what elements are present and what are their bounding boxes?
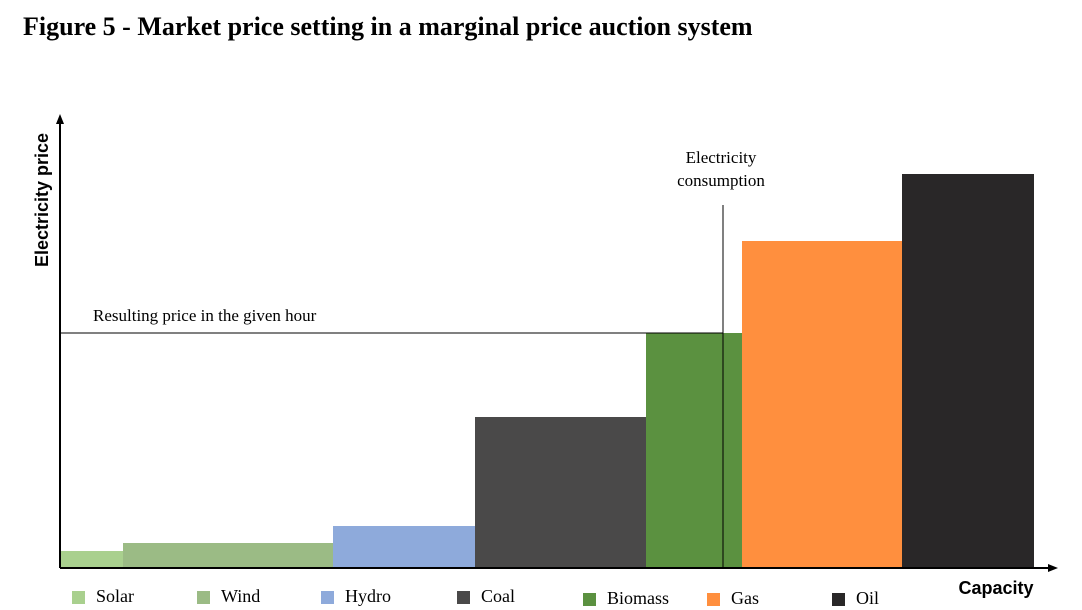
legend-swatch-biomass (583, 593, 596, 606)
annotations-group: Resulting price in the given hour Electr… (60, 148, 765, 568)
legend-label-oil: Oil (856, 588, 879, 608)
axes-group: Electricity price Capacity (32, 114, 1058, 598)
legend-item-hydro: Hydro (321, 586, 391, 606)
consumption-label-line1: Electricity (686, 148, 757, 167)
bars-group (60, 174, 1034, 568)
bar-gas (742, 241, 902, 568)
legend-swatch-gas (707, 593, 720, 606)
legend-label-coal: Coal (481, 586, 515, 606)
legend-item-oil: Oil (832, 588, 879, 608)
bar-solar (60, 551, 123, 568)
legend-swatch-coal (457, 591, 470, 604)
bar-biomass (646, 333, 742, 568)
legend-swatch-oil (832, 593, 845, 606)
bar-coal (475, 417, 646, 568)
consumption-label-line2: consumption (677, 171, 765, 190)
legend-label-biomass: Biomass (607, 588, 669, 608)
figure-title: Figure 5 - Market price setting in a mar… (23, 12, 753, 41)
legend: Solar Wind Hydro Coal Biomass Gas Oil (72, 586, 879, 608)
x-axis-arrow (1048, 564, 1058, 572)
legend-label-gas: Gas (731, 588, 759, 608)
legend-label-wind: Wind (221, 586, 260, 606)
legend-swatch-hydro (321, 591, 334, 604)
legend-item-coal: Coal (457, 586, 515, 606)
x-axis-label: Capacity (958, 578, 1033, 598)
legend-item-wind: Wind (197, 586, 260, 606)
resulting-price-label: Resulting price in the given hour (93, 306, 317, 325)
legend-item-gas: Gas (707, 588, 759, 608)
legend-label-solar: Solar (96, 586, 134, 606)
bar-hydro (333, 526, 475, 568)
legend-item-solar: Solar (72, 586, 134, 606)
legend-item-biomass: Biomass (583, 588, 669, 608)
y-axis-arrow (56, 114, 64, 124)
bar-oil (902, 174, 1034, 568)
legend-swatch-wind (197, 591, 210, 604)
y-axis-label: Electricity price (32, 133, 52, 267)
legend-swatch-solar (72, 591, 85, 604)
legend-label-hydro: Hydro (345, 586, 391, 606)
bar-wind (123, 543, 333, 568)
